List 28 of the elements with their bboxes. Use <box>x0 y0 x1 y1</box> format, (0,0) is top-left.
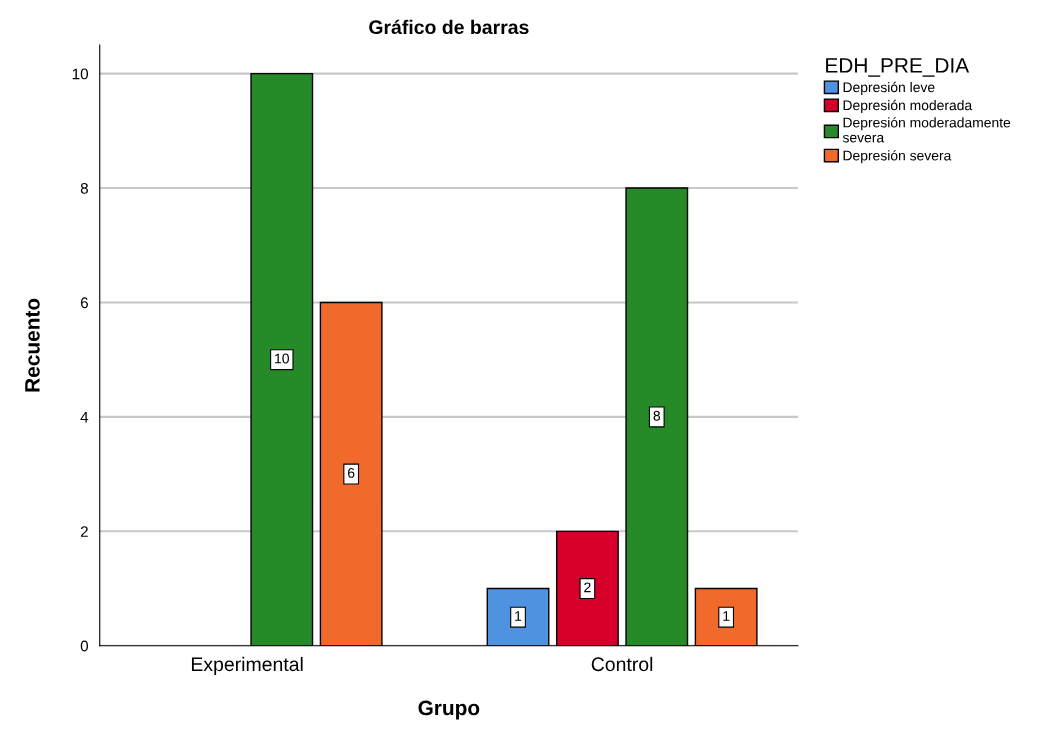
y-tick-label: 2 <box>80 526 88 537</box>
y-tick-label: 4 <box>80 411 89 423</box>
data-label: 6 <box>348 468 355 478</box>
bar <box>319 301 383 646</box>
chart-title: Gráfico de barras <box>369 19 529 35</box>
bar <box>625 187 689 646</box>
bar <box>555 530 619 646</box>
y-tick-label: 0 <box>80 640 89 652</box>
x-axis-title: Grupo <box>418 700 480 720</box>
legend-label: Depresión leve <box>843 81 935 95</box>
y-tick-label: 6 <box>80 297 88 309</box>
data-label: 1 <box>723 611 730 621</box>
x-tick-label: Experimental <box>191 656 303 675</box>
y-tick-label: 10 <box>72 68 89 80</box>
x-tick-label: Control <box>591 656 653 672</box>
data-label: 8 <box>653 410 661 421</box>
y-axis-title: Recuento <box>25 298 40 392</box>
data-label: 1 <box>515 611 522 621</box>
bar <box>694 587 758 646</box>
data-label: 2 <box>584 582 591 593</box>
bar <box>486 587 550 646</box>
data-label: 10 <box>275 353 289 364</box>
legend-label: Depresión moderada <box>843 99 973 113</box>
legend-title: EDH_PRE_DIA <box>826 58 970 77</box>
y-tick-label: 8 <box>80 182 88 194</box>
bar <box>250 72 314 646</box>
legend-label: Depresión severa <box>843 150 952 164</box>
legend-label: Depresión moderadamente severa <box>842 117 1011 143</box>
